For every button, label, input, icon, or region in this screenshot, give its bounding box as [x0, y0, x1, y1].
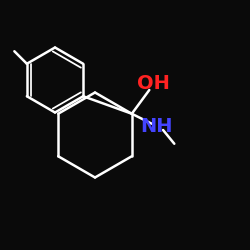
Text: NH: NH: [140, 117, 173, 136]
Text: OH: OH: [136, 74, 170, 93]
